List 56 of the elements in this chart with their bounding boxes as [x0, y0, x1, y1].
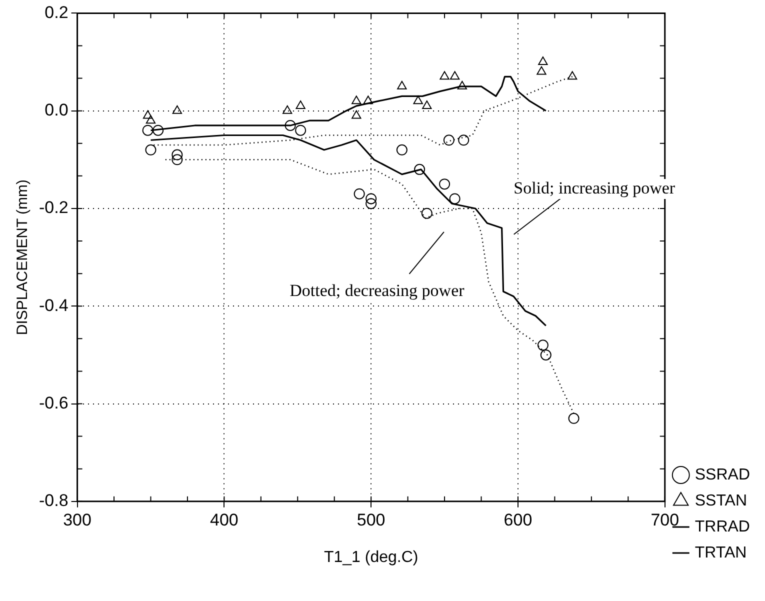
y-tick-label: 0.2 — [44, 2, 68, 22]
x-axis-title: T1_1 (deg.C) — [324, 548, 418, 566]
point — [458, 134, 470, 146]
point — [145, 144, 156, 156]
legend-label: SSTAN — [694, 492, 748, 510]
y-tick-label: -0.6 — [38, 393, 68, 412]
point — [540, 349, 552, 360]
x-tick-label: 700 — [650, 510, 680, 530]
point — [354, 188, 365, 200]
x-tick-label: 400 — [210, 510, 238, 530]
point — [414, 164, 426, 175]
annotation: Solid; increasing power — [514, 178, 676, 198]
point — [397, 80, 407, 90]
y-tick-label: -0.4 — [38, 296, 68, 315]
point — [146, 115, 156, 124]
point — [296, 100, 306, 109]
point — [537, 340, 548, 351]
point — [295, 124, 306, 136]
point — [142, 110, 153, 119]
point — [352, 96, 362, 104]
legend-label: TRRAD — [694, 518, 750, 536]
point — [568, 412, 580, 424]
point — [363, 96, 373, 104]
point — [366, 193, 377, 204]
x-tick-label: 600 — [504, 510, 532, 530]
point — [538, 56, 548, 66]
point — [440, 71, 450, 80]
annotation: Dotted; decreasing power — [290, 280, 465, 300]
y-tick-label: -0.8 — [38, 491, 68, 510]
point — [413, 96, 423, 104]
point — [536, 66, 546, 75]
point — [421, 208, 432, 219]
legend-label: TRTAN — [694, 544, 747, 562]
point — [450, 71, 460, 80]
y-tick-label: -0.2 — [38, 198, 68, 218]
point — [284, 120, 296, 131]
point — [366, 198, 377, 210]
y-axis-title: DISPLACEMENT (mm) — [14, 180, 32, 336]
point — [352, 110, 362, 119]
point — [457, 80, 467, 90]
point — [172, 154, 183, 166]
point — [449, 193, 460, 204]
point — [443, 134, 454, 146]
point — [152, 124, 164, 136]
point — [422, 100, 432, 109]
x-tick-label: 300 — [63, 510, 92, 530]
point — [396, 144, 408, 156]
y-tick-label: 0.0 — [44, 100, 68, 120]
point — [142, 124, 154, 136]
point — [282, 105, 292, 114]
x-tick-label: 500 — [356, 510, 386, 530]
legend-label: SSRAD — [694, 466, 750, 484]
point — [172, 105, 182, 114]
point — [568, 71, 578, 80]
point — [439, 178, 450, 190]
point — [172, 149, 183, 160]
